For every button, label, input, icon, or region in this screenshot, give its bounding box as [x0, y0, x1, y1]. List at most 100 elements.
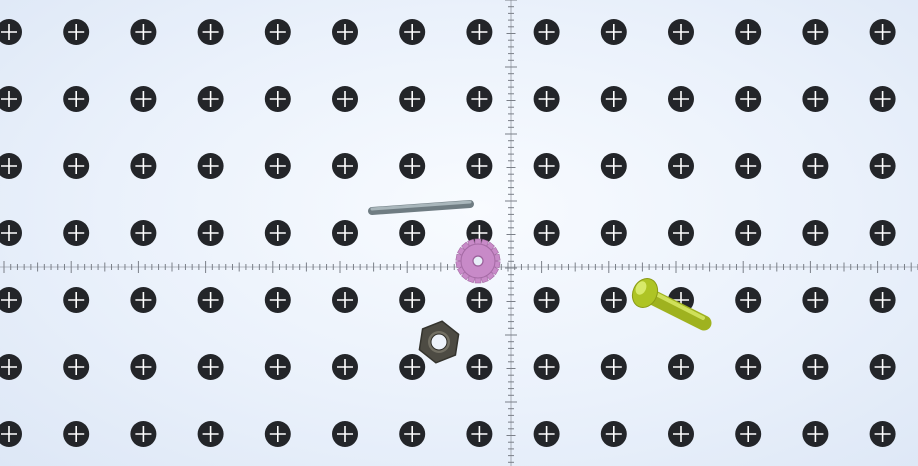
peg-hole	[332, 421, 358, 447]
peg-hole	[735, 86, 762, 112]
peg-hole	[197, 220, 224, 246]
peg-hole	[399, 287, 426, 313]
steel-rod-part[interactable]	[368, 200, 474, 215]
peg-hole	[197, 153, 224, 179]
peg-hole	[197, 354, 224, 380]
peg-hole	[332, 19, 358, 45]
peg-hole	[332, 287, 358, 313]
peg-hole	[869, 421, 896, 447]
peg-hole	[130, 153, 157, 179]
peg-hole	[0, 220, 22, 246]
peg-hole	[735, 19, 762, 45]
peg-hole	[668, 421, 694, 447]
peg-hole	[735, 220, 762, 246]
peg-hole	[130, 354, 157, 380]
peg-hole	[130, 287, 157, 313]
peg-hole	[466, 287, 493, 313]
peg-hole	[130, 220, 157, 246]
peg-hole	[63, 19, 90, 45]
peg-hole	[600, 153, 627, 179]
peg-hole	[63, 421, 90, 447]
peg-hole	[802, 421, 829, 447]
peg-hole	[264, 153, 291, 179]
peg-hole	[130, 421, 157, 447]
peg-hole	[668, 19, 694, 45]
peg-hole	[802, 220, 829, 246]
peg-hole	[668, 86, 694, 112]
peg-hole	[0, 287, 22, 313]
peg-hole	[735, 153, 762, 179]
peg-hole	[466, 19, 493, 45]
peg-hole	[130, 86, 157, 112]
peg-hole	[264, 220, 291, 246]
hex-nut-part[interactable]	[418, 320, 460, 364]
peg-hole	[668, 354, 694, 380]
peg-hole	[600, 354, 627, 380]
peg-hole	[802, 153, 829, 179]
peg-hole	[332, 86, 358, 112]
peg-hole	[0, 354, 22, 380]
peg-hole	[533, 153, 560, 179]
spur-gear-part[interactable]	[455, 238, 501, 284]
peg-hole	[264, 421, 291, 447]
peg-hole	[600, 287, 627, 313]
peg-hole	[668, 153, 694, 179]
peg-hole	[533, 220, 560, 246]
peg-hole	[63, 86, 90, 112]
peg-hole	[264, 86, 291, 112]
peg-hole	[600, 86, 627, 112]
vertical-ruler	[505, 0, 517, 466]
peg-hole	[0, 153, 22, 179]
peg-hole	[735, 421, 762, 447]
peg-hole	[197, 19, 224, 45]
peg-hole	[533, 421, 560, 447]
peg-hole	[130, 19, 157, 45]
peg-hole	[869, 153, 896, 179]
peg-hole	[600, 421, 627, 447]
peg-hole	[802, 19, 829, 45]
peg-hole	[264, 19, 291, 45]
peg-hole	[600, 19, 627, 45]
peg-hole	[399, 19, 426, 45]
peg-hole	[63, 153, 90, 179]
peg-hole	[399, 421, 426, 447]
peg-hole	[466, 421, 493, 447]
peg-hole	[735, 354, 762, 380]
peg-hole	[197, 287, 224, 313]
peg-hole	[869, 287, 896, 313]
peg-hole	[63, 287, 90, 313]
peg-hole	[533, 287, 560, 313]
peg-hole	[264, 354, 291, 380]
peg-hole	[63, 354, 90, 380]
peg-hole	[802, 287, 829, 313]
peg-hole	[332, 153, 358, 179]
hole-grid	[0, 19, 896, 447]
peg-hole	[802, 354, 829, 380]
bolt-part[interactable]	[628, 274, 712, 331]
peg-hole	[63, 220, 90, 246]
peg-hole	[0, 19, 22, 45]
peg-hole	[533, 86, 560, 112]
peg-hole	[0, 86, 22, 112]
peg-hole	[869, 220, 896, 246]
peg-hole	[264, 287, 291, 313]
peg-hole	[466, 153, 493, 179]
peg-hole	[802, 86, 829, 112]
peg-hole	[735, 287, 762, 313]
peg-hole	[600, 220, 627, 246]
peg-hole	[533, 19, 560, 45]
peg-hole	[668, 220, 694, 246]
peg-hole	[399, 220, 426, 246]
peg-hole	[197, 421, 224, 447]
peg-hole	[399, 354, 426, 380]
peg-hole	[0, 421, 22, 447]
peg-hole	[197, 86, 224, 112]
peg-hole	[466, 86, 493, 112]
peg-hole	[533, 354, 560, 380]
peg-hole	[466, 354, 493, 380]
peg-hole	[332, 220, 358, 246]
peg-hole	[332, 354, 358, 380]
peg-hole	[399, 86, 426, 112]
